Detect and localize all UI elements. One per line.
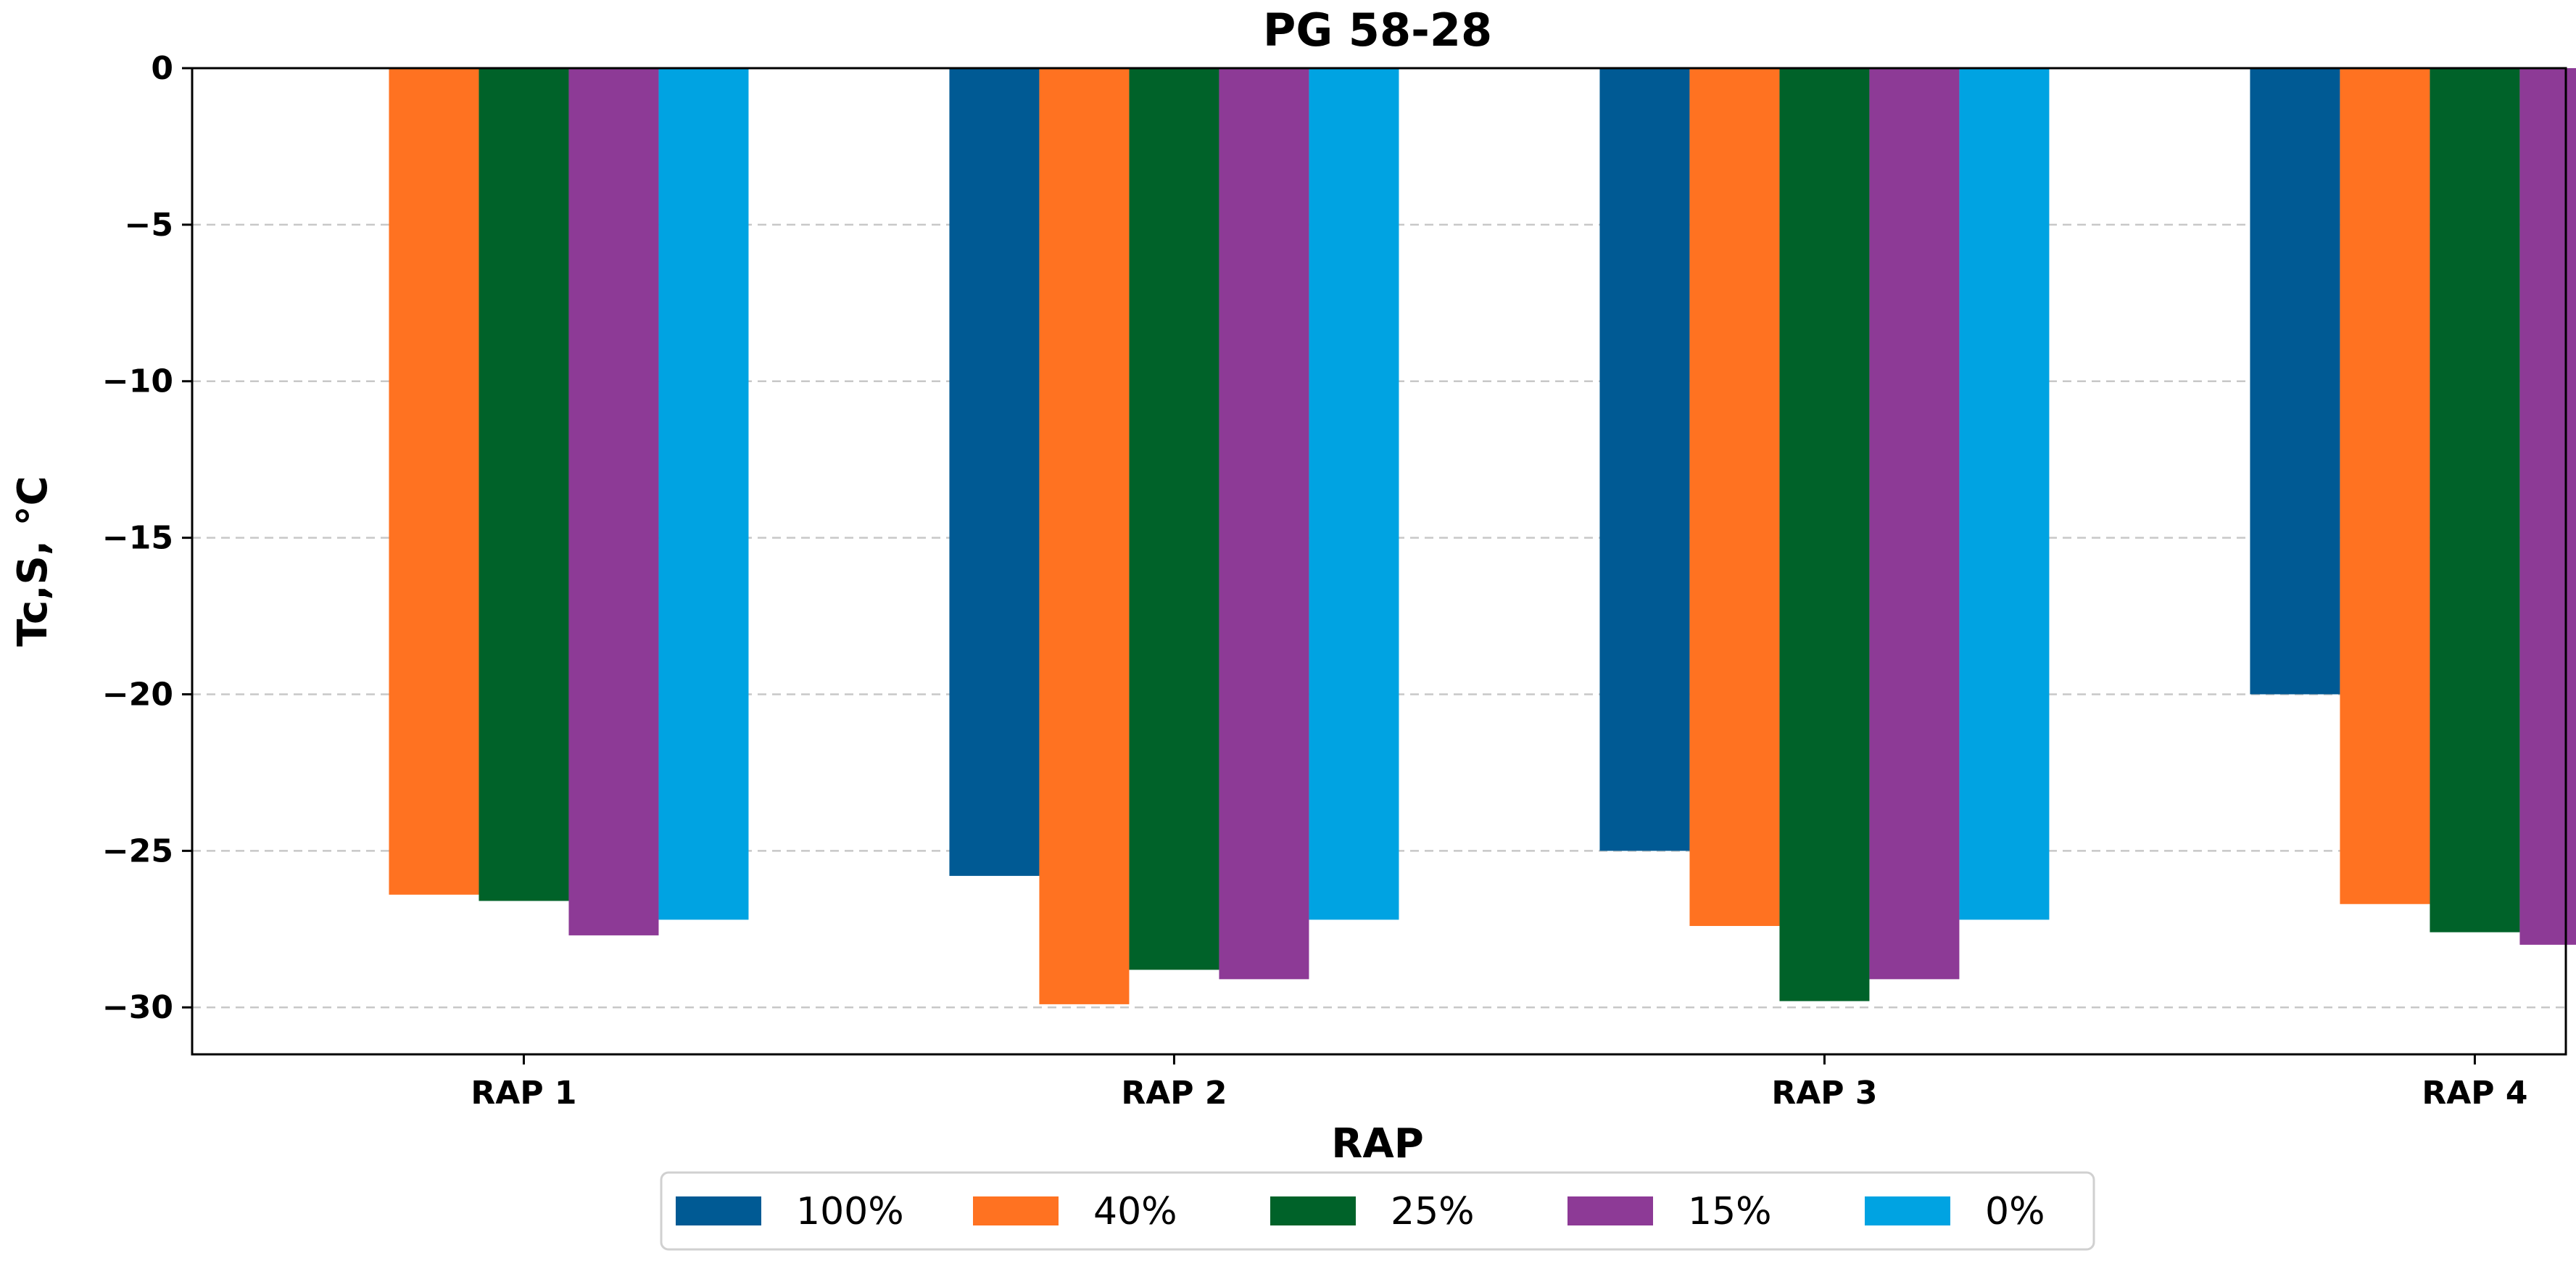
legend-items: 100% 40% 25% 15% 0%	[676, 1190, 2045, 1233]
bar-rap-4-100pct	[2250, 68, 2340, 695]
y-tick-label: −5	[125, 207, 173, 244]
x-axis-title: RAP	[1331, 1120, 1424, 1167]
legend-swatch	[1865, 1196, 1950, 1225]
bar-rap-3-40pct	[1689, 68, 1780, 926]
y-tick-label: −30	[102, 989, 173, 1026]
legend: 100% 40% 25% 15% 0%	[660, 1171, 2095, 1251]
bar-rap-4-40pct	[2340, 68, 2430, 904]
plot-frame	[191, 67, 2567, 1056]
bar-rap-2-25pct	[1129, 68, 1219, 970]
bar-rap-3-100pct	[1599, 68, 1690, 851]
legend-label: 25%	[1391, 1190, 1475, 1233]
legend-label: 100%	[796, 1190, 904, 1233]
x-tick-label: RAP 2	[1121, 1075, 1227, 1112]
legend-swatch	[676, 1196, 761, 1225]
legend-label: 0%	[1985, 1190, 2045, 1233]
y-tick-label: −20	[102, 676, 173, 713]
legend-label: 15%	[1688, 1190, 1772, 1233]
y-axis: 0 −5 −10 −15 −20 −25 −30	[102, 50, 192, 1026]
bar-rap-2-100pct	[949, 68, 1040, 876]
bar-rap-3-0pct	[1959, 68, 2050, 920]
y-tick-label: 0	[151, 50, 173, 87]
bar-rap-2-15pct	[1219, 68, 1309, 980]
legend-label: 40%	[1093, 1190, 1177, 1233]
bars	[389, 68, 2576, 1004]
legend-frame	[660, 1171, 2095, 1251]
chart-title: PG 58-28	[1263, 4, 1492, 57]
bar-rap-3-15pct	[1869, 68, 1960, 980]
bar-rap-4-25pct	[2430, 68, 2520, 933]
bar-rap-1-15pct	[568, 68, 659, 935]
y-axis-title: Tc,S, °C	[9, 476, 57, 646]
legend-swatch	[1567, 1196, 1653, 1225]
bar-rap-1-0pct	[658, 68, 749, 920]
bar-rap-1-25pct	[479, 68, 569, 901]
y-tick-label: −25	[102, 832, 173, 869]
legend-swatch	[1270, 1196, 1356, 1225]
bar-rap-4-15pct	[2519, 68, 2576, 945]
bar-rap-2-0pct	[1309, 68, 1399, 920]
bar-rap-3-25pct	[1779, 68, 1870, 1001]
y-tick-label: −10	[102, 363, 173, 400]
bar-rap-1-40pct	[389, 68, 479, 895]
x-tick-label: RAP 1	[471, 1075, 576, 1112]
bar-rap-2-40pct	[1039, 68, 1130, 1004]
x-axis: RAP 1 RAP 2 RAP 3 RAP 4	[471, 1054, 2527, 1112]
x-tick-label: RAP 3	[1771, 1075, 1877, 1112]
y-tick-label: −15	[102, 520, 173, 557]
x-tick-label: RAP 4	[2422, 1075, 2527, 1112]
legend-swatch	[973, 1196, 1059, 1225]
